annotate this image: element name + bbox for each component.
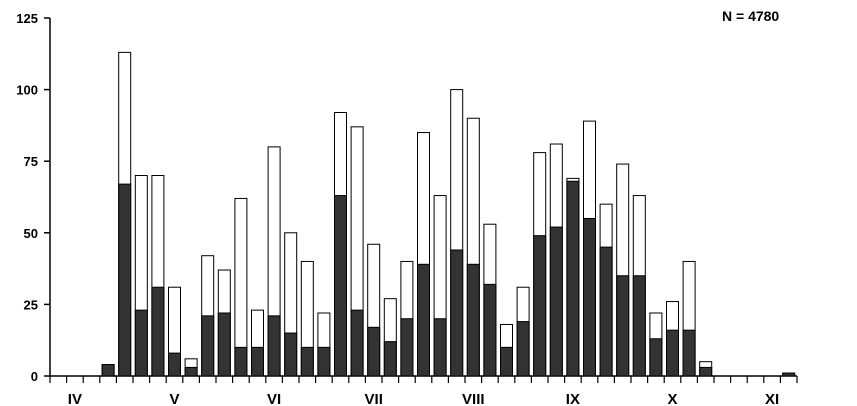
- bar-dark: [599, 246, 613, 377]
- bar-dark: [184, 366, 198, 377]
- bar-dark: [549, 226, 563, 377]
- bar-dark: [217, 312, 231, 377]
- bar-dark: [168, 352, 181, 377]
- bar-dark: [101, 364, 115, 377]
- bar-dark: [201, 315, 215, 377]
- bar-dark: [483, 283, 497, 377]
- month-label: XI: [765, 391, 779, 406]
- bar-dark: [566, 180, 580, 377]
- bar-dark: [251, 346, 264, 377]
- bar-dark: [134, 309, 148, 377]
- y-tick-label: 25: [24, 297, 38, 312]
- bar-dark: [350, 309, 364, 377]
- bar-dark: [583, 217, 596, 377]
- bar-dark: [466, 263, 480, 377]
- bar-dark: [284, 332, 298, 377]
- y-tick-label: 75: [24, 154, 38, 169]
- x-axis: IV V VI VII VIII IX X XI: [49, 375, 798, 406]
- bar-dark: [267, 315, 281, 377]
- bar-dark: [666, 329, 679, 377]
- month-label: V: [169, 391, 179, 406]
- bar-dark: [516, 321, 530, 377]
- bar-dark: [334, 195, 347, 377]
- bar-dark: [782, 372, 796, 377]
- month-label: VII: [365, 391, 383, 406]
- month-label: IV: [68, 391, 82, 406]
- bar-dark: [433, 318, 447, 377]
- bar-dark: [682, 329, 696, 377]
- bar-dark: [417, 263, 430, 377]
- y-axis: 0 25 50 75 100 125: [16, 11, 51, 384]
- month-label: VI: [267, 391, 281, 406]
- month-label: X: [667, 391, 677, 406]
- bar-dark: [533, 235, 547, 377]
- bar-dark: [118, 183, 132, 377]
- bar-dark: [367, 326, 381, 377]
- bars: [101, 51, 796, 377]
- y-tick-label: 50: [24, 226, 38, 241]
- bar-dark: [317, 346, 331, 377]
- y-tick-label: 125: [16, 11, 38, 26]
- bar-dark: [500, 346, 513, 377]
- month-label: VIII: [462, 391, 485, 406]
- bar-dark: [649, 338, 663, 377]
- y-tick-label: 100: [16, 83, 38, 98]
- bar-dark: [400, 318, 414, 377]
- bar-dark: [300, 346, 314, 377]
- bar-dark: [450, 249, 464, 377]
- bar-dark: [616, 275, 630, 377]
- bar-dark: [699, 366, 713, 377]
- bar-dark: [632, 275, 646, 377]
- sample-size-annotation: N = 4780: [722, 8, 779, 24]
- bar-dark: [151, 286, 165, 377]
- y-tick-label: 0: [31, 369, 38, 384]
- month-label: IX: [566, 391, 580, 406]
- bar-dark: [234, 346, 248, 377]
- bar-dark: [383, 341, 397, 377]
